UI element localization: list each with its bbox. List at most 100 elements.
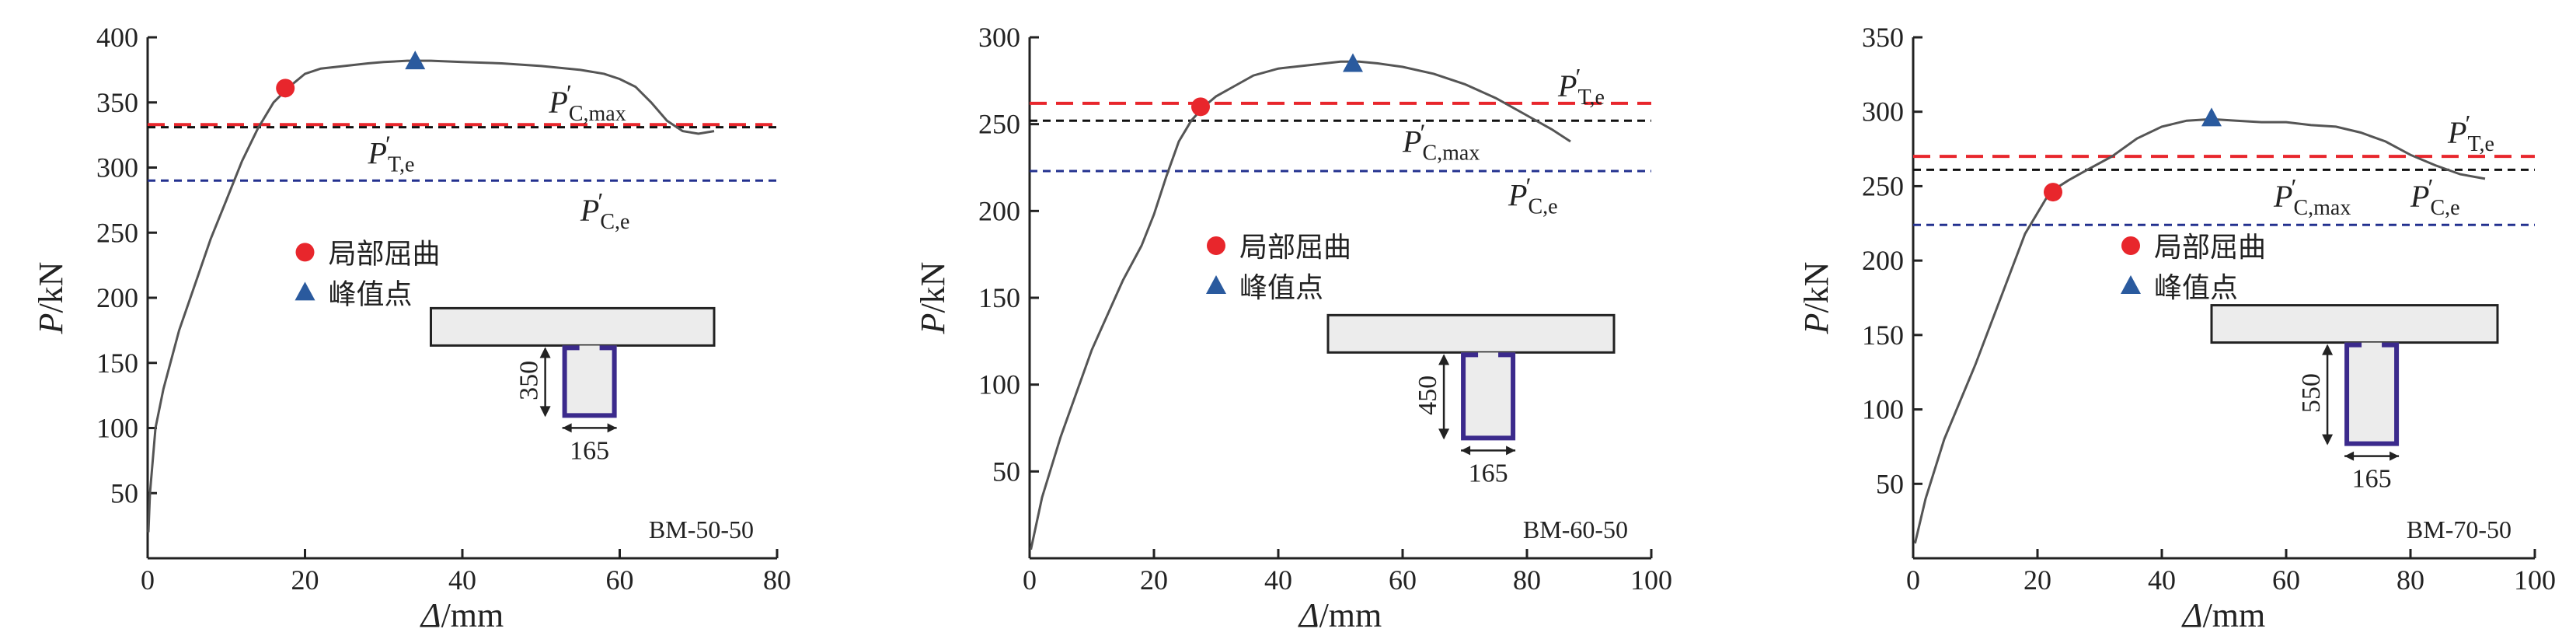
label-prime: ′ <box>2465 110 2470 138</box>
width-dimension-arrow <box>2390 451 2400 461</box>
legend-peak-marker <box>1206 275 1226 294</box>
y-tick-label: 50 <box>1876 468 1904 499</box>
specimen-label: BM-70-50 <box>2407 515 2512 543</box>
label-subscript: C,max <box>2293 196 2351 220</box>
y-tick-label: 250 <box>96 217 138 248</box>
y-tick-label: 250 <box>978 109 1020 140</box>
reference-line-label: P′ C,max <box>1402 118 1480 165</box>
label-prime: ′ <box>1420 118 1425 146</box>
label-symbol: P <box>2273 179 2292 214</box>
section-width-label: 165 <box>570 436 609 465</box>
x-tick-label: 60 <box>2272 564 2300 596</box>
y-tick-label: 250 <box>1862 170 1904 201</box>
label-symbol: P <box>2410 179 2429 214</box>
label-prime: ′ <box>1575 63 1581 91</box>
y-tick-label: 300 <box>978 22 1020 53</box>
y-axis-symbol: P <box>1797 313 1835 335</box>
y-axis-symbol: P <box>32 313 70 335</box>
section-web <box>1461 352 1516 439</box>
section-slab <box>430 306 716 347</box>
y-tick-label: 50 <box>110 477 138 508</box>
local-buckling-marker <box>2044 183 2062 202</box>
section-width-label: 165 <box>1469 459 1508 487</box>
width-dimension-arrow <box>562 423 572 433</box>
section-depth-label: 550 <box>2297 373 2326 413</box>
peak-marker <box>2201 107 2222 127</box>
x-tick-label: 0 <box>141 564 155 596</box>
section-steel-tube <box>562 345 617 418</box>
legend-local-buckling-marker <box>2121 236 2140 255</box>
y-tick-label: 200 <box>1862 245 1904 276</box>
x-tick-label: 80 <box>2396 564 2424 596</box>
label-prime: ′ <box>2291 173 2296 201</box>
y-tick-label: 200 <box>96 282 138 313</box>
y-tick-label: 400 <box>96 22 138 53</box>
depth-dimension-arrow <box>2322 434 2334 446</box>
y-tick-label: 100 <box>978 369 1020 400</box>
legend-peak-label: 峰值点 <box>329 278 413 310</box>
x-axis-label: Δ/mm <box>420 596 504 634</box>
x-tick-label: 20 <box>291 564 319 596</box>
peak-marker <box>405 51 426 70</box>
x-tick-label: 80 <box>1513 564 1541 596</box>
y-tick-label: 50 <box>992 456 1020 487</box>
depth-dimension-arrow <box>539 406 551 418</box>
label-symbol: P <box>1508 178 1527 213</box>
local-buckling-marker <box>276 79 295 98</box>
section-slab <box>1326 313 1616 354</box>
depth-dimension-arrow <box>1438 428 1450 440</box>
x-tick-label: 100 <box>1630 564 1672 596</box>
specimen-label: BM-60-50 <box>1523 515 1628 543</box>
reference-line-label: P′ T,e <box>2447 110 2494 156</box>
label-subscript: T,e <box>388 152 414 176</box>
y-tick-label: 300 <box>96 152 138 183</box>
y-axis-unit: /kN <box>32 262 70 313</box>
x-axis-unit: /mm <box>2203 596 2266 634</box>
x-tick-label: 60 <box>606 564 634 596</box>
x-tick-label: 40 <box>2148 564 2176 596</box>
load-displacement-curve <box>1030 60 1571 550</box>
x-tick-label: 20 <box>2024 564 2051 596</box>
y-tick-label: 300 <box>1862 96 1904 128</box>
y-tick-label: 150 <box>96 348 138 379</box>
label-subscript: C,e <box>2430 196 2459 220</box>
y-axis-unit: /kN <box>1797 262 1835 313</box>
label-prime: ′ <box>1525 173 1531 201</box>
label-prime: ′ <box>385 130 391 158</box>
width-dimension-arrow <box>607 423 617 433</box>
legend-peak-label: 峰值点 <box>2154 272 2238 304</box>
x-axis-label: Δ/mm <box>1298 596 1382 634</box>
width-dimension-arrow <box>1506 446 1516 456</box>
legend-local-buckling-marker <box>1207 236 1225 255</box>
x-axis-unit: /mm <box>1319 596 1382 634</box>
y-tick-label: 100 <box>1862 394 1904 425</box>
label-prime: ′ <box>598 187 603 215</box>
y-axis-label: P/kN <box>1797 262 1835 335</box>
y-tick-label: 200 <box>978 195 1020 226</box>
peak-marker <box>1343 53 1363 72</box>
section-depth-label: 350 <box>515 361 544 400</box>
specimen-label: BM-50-50 <box>649 515 754 543</box>
y-axis-symbol: P <box>914 313 952 335</box>
x-tick-label: 0 <box>1023 564 1037 596</box>
section-steel-tube <box>2344 342 2400 446</box>
x-axis-symbol: Δ <box>420 596 441 634</box>
legend-peak-marker <box>295 281 315 301</box>
y-tick-label: 100 <box>96 413 138 444</box>
y-tick-label: 350 <box>96 87 138 118</box>
legend-local-buckling-label: 局部屈曲 <box>1239 232 1351 264</box>
label-subscript: C,max <box>569 102 626 126</box>
label-symbol: P <box>548 85 567 120</box>
section-slab <box>2210 304 2499 344</box>
x-tick-label: 40 <box>1264 564 1292 596</box>
section-steel-tube <box>1461 352 1516 441</box>
y-tick-label: 350 <box>1862 22 1904 53</box>
y-axis-label: P/kN <box>914 262 952 335</box>
x-axis-symbol: Δ <box>1298 596 1319 634</box>
section-web <box>2344 342 2400 444</box>
chart-panel-bm-70-50: 0 20 40 60 80 100 50 100 150 200 250 300 350 Δ/mm P/kN… <box>1797 22 2556 634</box>
chart-panel-bm-50-50: 0 20 40 60 80 50 100 150 200 250 300 350 400 Δ/mm P/kN… <box>32 22 791 634</box>
x-axis-label: Δ/mm <box>2181 596 2266 634</box>
x-axis-unit: /mm <box>441 596 504 634</box>
